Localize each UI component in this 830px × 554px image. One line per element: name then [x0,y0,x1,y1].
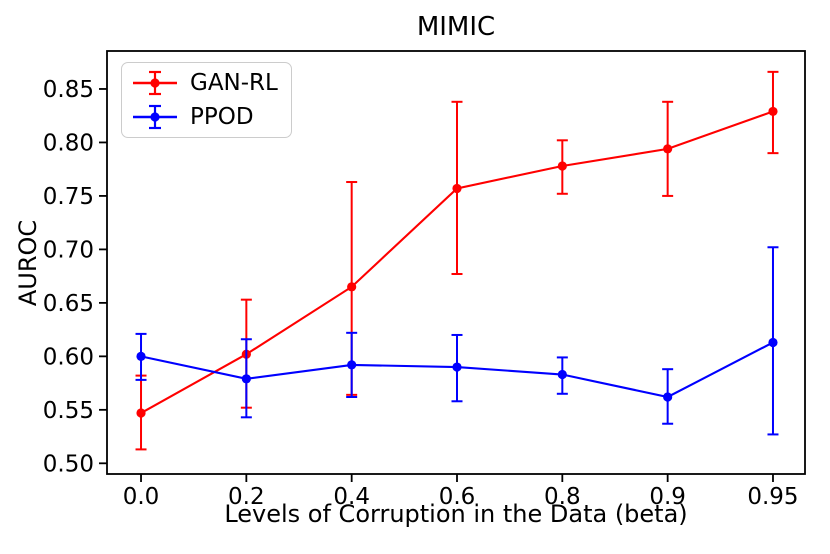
x-tick-label: 0.0 [123,484,160,510]
data-point [663,392,673,402]
legend-label: PPOD [190,104,254,130]
x-tick-label: 0.8 [544,484,581,510]
x-tick-label: 0.6 [439,484,476,510]
data-point [136,351,146,361]
y-tick-label: 0.60 [43,344,94,370]
data-point [768,337,778,348]
y-tick-label: 0.75 [43,184,94,210]
legend-label: GAN-RL [190,70,278,96]
x-tick-label: 0.4 [333,484,370,510]
data-point [347,282,357,292]
y-tick-label: 0.85 [43,77,94,103]
x-tick-label: 0.9 [649,484,686,510]
legend-entry-gan-rl: GAN-RL [130,66,285,100]
data-point [241,374,251,384]
y-tick-label: 0.55 [43,398,94,424]
legend: GAN-RL PPOD [121,62,292,138]
data-point [452,183,462,194]
x-tick-label: 0.95 [747,484,798,510]
data-point [768,106,778,117]
data-point [136,408,146,418]
errorbar-glyph-icon [133,104,177,130]
y-tick-label: 0.80 [43,130,94,156]
data-point [347,360,357,370]
x-axis-label: Levels of Corruption in the Data (beta) [224,500,688,528]
y-tick-label: 0.50 [43,451,94,477]
series-gan-rl [135,70,779,451]
legend-entry-ppod: PPOD [130,100,285,134]
data-point [452,362,462,372]
data-point [663,144,673,154]
chart-title: MIMIC [416,12,496,42]
plot-border [106,50,806,475]
x-tick-label: 0.2 [228,484,265,510]
y-tick-label: 0.65 [43,291,94,317]
errorbar-glyph-icon [133,70,177,96]
y-tick-label: 0.70 [43,237,94,263]
series-ppod [135,246,779,436]
y-axis-label: AUROC [14,219,42,307]
data-point [557,161,567,171]
data-point [557,369,567,380]
